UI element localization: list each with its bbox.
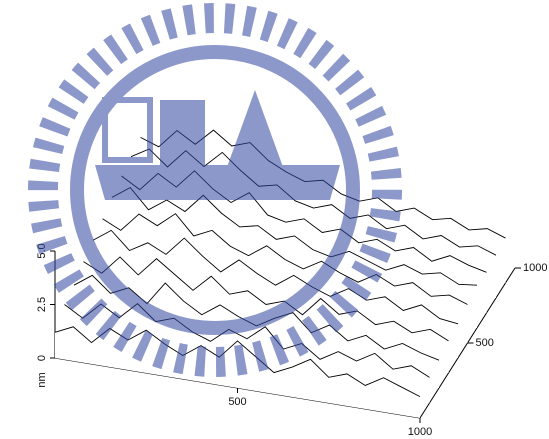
- x-tick-label: 1000: [408, 426, 432, 438]
- y-tick-label: 500: [476, 337, 494, 349]
- z-axis-title: nm: [36, 372, 48, 387]
- watermark-band: [95, 165, 340, 200]
- x-tick-label: 500: [228, 396, 246, 408]
- chart: 5001000500100002.55.0nm: [0, 0, 549, 439]
- z-tick-label: 0: [36, 355, 48, 361]
- y-tick-label: 1000: [523, 262, 547, 274]
- z-tick-label: 2.5: [36, 297, 48, 312]
